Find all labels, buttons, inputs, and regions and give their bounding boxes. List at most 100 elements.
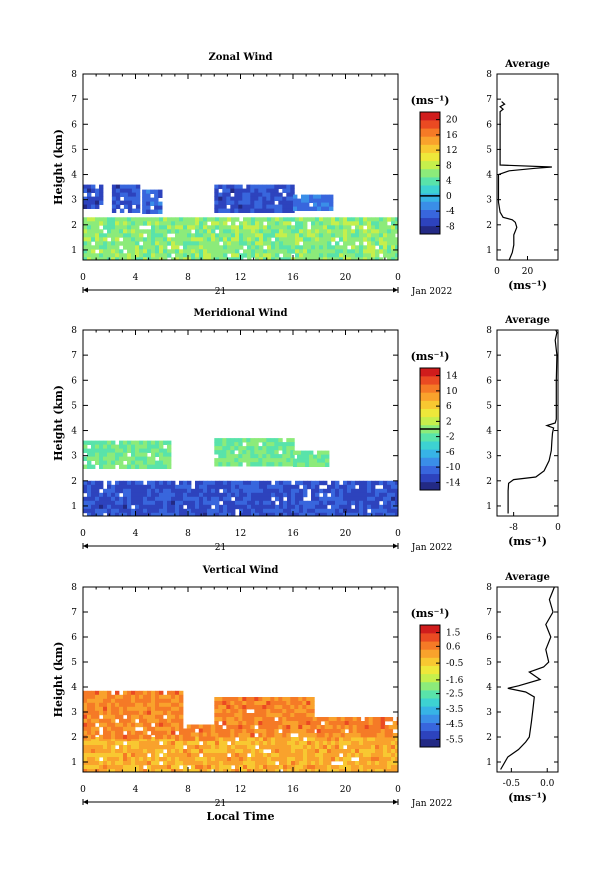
heatmap-cell-1 [103, 714, 108, 720]
heatmap-cell-0 [215, 737, 220, 742]
heatmap-cell-2 [218, 438, 223, 443]
heatmap-cell-0 [399, 497, 403, 501]
heatmap-cell-0 [115, 488, 120, 494]
heatmap-cell-0 [355, 500, 360, 506]
heatmap-cell-0 [99, 504, 104, 510]
heatmap-cell-0 [107, 504, 112, 510]
heatmap-cell-1 [171, 718, 176, 724]
heatmap-cell-0 [263, 488, 268, 494]
heatmap-cell-0 [111, 257, 116, 260]
heatmap-cell-0 [195, 237, 200, 242]
heatmap-cell-0 [159, 500, 164, 506]
heatmap-cell-0 [107, 221, 112, 226]
heatmap-cell-0 [139, 769, 144, 772]
heatmap-cell-0 [347, 504, 352, 510]
heatmap-cell-4 [352, 717, 358, 722]
heatmap-cell-0 [371, 237, 376, 242]
heatmap-cell-2 [218, 725, 223, 730]
heatmap-cell-0 [183, 480, 188, 486]
heatmap-cell-2 [222, 709, 227, 714]
heatmap-cell-0 [315, 221, 320, 226]
x-tick-label: 0 [395, 785, 401, 795]
heatmap-cell-0 [387, 757, 392, 762]
heatmap-cell-2 [262, 713, 267, 718]
colorbar-swatch [420, 681, 440, 691]
heatmap-cell-0 [175, 765, 180, 770]
heatmap-cell-4 [230, 196, 235, 201]
heatmap-cell-0 [227, 241, 232, 246]
heatmap-cell-0 [235, 496, 240, 502]
heatmap-cell-0 [339, 512, 344, 516]
heatmap-cell-0 [239, 737, 244, 742]
heatmap-cell-4 [364, 733, 370, 738]
heatmap-cell-1 [119, 456, 124, 461]
heatmap-cells [83, 184, 403, 260]
heatmap-cell-0 [111, 488, 116, 494]
heatmap-cell-1 [87, 452, 92, 457]
heatmap-cell-0 [399, 237, 403, 241]
profile-y-tick-label: 2 [486, 477, 492, 487]
heatmap-cell-0 [395, 229, 398, 234]
heatmap-cell-0 [251, 229, 256, 234]
heatmap-cell-0 [167, 512, 172, 516]
heatmap-cell-4 [372, 717, 378, 722]
heatmap-cell-2 [298, 697, 303, 702]
heatmap-cell-0 [119, 769, 124, 772]
heatmap-cell-0 [371, 761, 376, 766]
heatmap-cell-4 [336, 725, 342, 730]
heatmap-cell-1 [107, 452, 112, 457]
heatmap-cell-1 [95, 698, 100, 704]
heatmap-cell-0 [99, 253, 104, 258]
heatmap-cell-1 [87, 698, 92, 704]
heatmap-cell-0 [215, 233, 220, 238]
heatmap-cell-2 [226, 454, 231, 459]
heatmap-cell-0 [303, 225, 308, 230]
date-day-label: 21 [215, 543, 226, 553]
heatmap-cell-0 [155, 508, 160, 514]
heatmap-cell-0 [135, 480, 140, 486]
heatmap-cell-1 [155, 464, 160, 469]
heatmap-cell-0 [247, 500, 252, 506]
heatmap-cell-0 [207, 217, 212, 222]
heatmap-cell-0 [119, 741, 124, 746]
heatmap-cell-3 [198, 728, 204, 733]
heatmap-cell-0 [91, 253, 96, 258]
heatmap-cell-4 [340, 725, 346, 730]
heatmap-cell-0 [391, 241, 396, 246]
heatmap-cell-0 [143, 745, 148, 750]
heatmap-cell-0 [339, 488, 344, 494]
heatmap-cell-0 [323, 488, 328, 494]
heatmap-cell-3 [194, 732, 200, 737]
heatmap-cell-2 [238, 733, 243, 738]
heatmap-cell-2 [274, 438, 279, 443]
heatmap-cell-0 [131, 233, 136, 238]
heatmap-cell-0 [195, 741, 200, 746]
heatmap-cell-0 [199, 745, 204, 750]
heatmap-cell-0 [95, 225, 100, 230]
heatmap-cell-1 [167, 718, 172, 724]
heatmap-cell-2 [246, 442, 251, 447]
heatmap-cell-2 [238, 442, 243, 447]
heatmap-cell-0 [355, 225, 360, 230]
heatmap-cell-0 [307, 484, 312, 490]
heatmap-cell-2 [230, 446, 235, 451]
heatmap-cell-2 [258, 458, 263, 463]
heatmap-cell-0 [335, 508, 340, 514]
heatmap-cell-0 [123, 225, 128, 230]
heatmap-cell-0 [363, 765, 368, 770]
heatmap-cell-0 [95, 233, 100, 238]
heatmap-cell-0 [303, 500, 308, 506]
heatmap-cell-1 [151, 690, 156, 696]
heatmap-cell-0 [391, 257, 396, 260]
heatmap-cell-0 [295, 253, 300, 258]
heatmap-cell-1 [147, 714, 152, 720]
heatmap-cell-3 [313, 454, 318, 459]
heatmap-cell-4 [282, 188, 287, 193]
heatmap-cell-0 [303, 492, 308, 498]
heatmap-cell-3 [190, 736, 196, 741]
colorbar-swatch [420, 714, 440, 723]
heatmap-cell-0 [311, 245, 316, 250]
heatmap-cell-0 [151, 749, 156, 754]
heatmap-cell-0 [347, 241, 352, 246]
heatmap-cell-0 [91, 508, 96, 514]
